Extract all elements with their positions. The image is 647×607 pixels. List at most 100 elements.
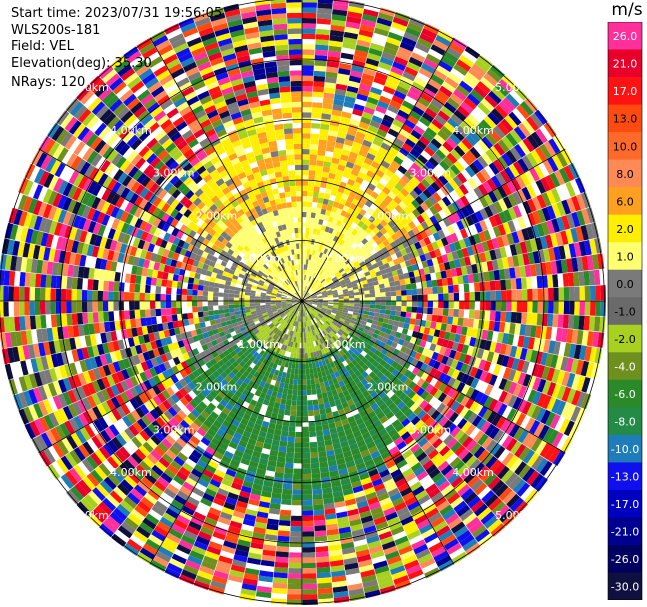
- gate-cell: [316, 306, 322, 310]
- gate-cell: [146, 268, 154, 278]
- gate-cell: [69, 227, 78, 240]
- gate-cell: [288, 346, 293, 353]
- gate-cell: [271, 204, 278, 212]
- gate-cell: [375, 356, 383, 364]
- gate-cell: [123, 162, 135, 175]
- gate-cell: [505, 311, 512, 323]
- gate-cell: [278, 310, 284, 315]
- gate-cell: [129, 292, 135, 301]
- gate-cell: [258, 137, 268, 145]
- gate-cell: [192, 387, 201, 396]
- gate-cell: [270, 379, 277, 386]
- gate-cell: [214, 282, 220, 288]
- gate-cell: [492, 400, 503, 414]
- gate-cell: [302, 311, 304, 317]
- gate-cell: [288, 319, 293, 325]
- gate-cell: [230, 406, 240, 415]
- gate-cell: [258, 316, 264, 321]
- gate-cell: [274, 261, 280, 268]
- gate-cell: [204, 275, 211, 282]
- gate-cell: [166, 377, 175, 387]
- gate-cell: [553, 301, 559, 314]
- gate-cell: [176, 490, 190, 501]
- gate-cell: [224, 375, 232, 383]
- gate-cell: [263, 325, 270, 331]
- gate-cell: [209, 276, 216, 283]
- gate-cell: [306, 374, 311, 380]
- gate-cell: [202, 332, 209, 339]
- gate-cell: [287, 329, 291, 336]
- gate-cell: [321, 337, 326, 343]
- gate-cell: [302, 547, 316, 553]
- gate-cell: [402, 449, 413, 459]
- gate-cell: [313, 504, 324, 511]
- gate-cell: [239, 490, 251, 499]
- gate-cell: [183, 416, 194, 426]
- gate-cell: [465, 516, 481, 530]
- gate-cell: [283, 473, 293, 479]
- gate-cell: [576, 375, 586, 392]
- gate-cell: [513, 500, 528, 516]
- gate-cell: [131, 468, 145, 481]
- gate-cell: [212, 267, 219, 274]
- gate-cell: [274, 312, 280, 317]
- gate-cell: [277, 308, 283, 312]
- gate-cell: [259, 565, 275, 573]
- gate-cell: [47, 205, 58, 220]
- gate-cell: [469, 337, 477, 347]
- gate-cell: [334, 315, 341, 320]
- gate-cell: [210, 536, 225, 546]
- gate-cell: [249, 368, 257, 376]
- gate-cell: [287, 255, 292, 262]
- gate-cell: [190, 184, 201, 194]
- gate-cell: [169, 479, 183, 490]
- gate-cell: [489, 341, 497, 353]
- gate-cell: [316, 345, 321, 351]
- gate-cell: [156, 114, 170, 126]
- gate-cell: [463, 409, 474, 421]
- gate-cell: [450, 426, 461, 438]
- gate-cell: [272, 278, 278, 283]
- gate-cell: [213, 362, 221, 371]
- gate-cell: [176, 101, 189, 112]
- gate-cell: [563, 301, 570, 315]
- gate-cell: [282, 488, 293, 495]
- gate-cell: [307, 352, 311, 359]
- gate-cell: [306, 316, 309, 322]
- gate-cell: [416, 378, 426, 387]
- gate-cell: [355, 549, 370, 558]
- gate-cell: [247, 338, 254, 344]
- gate-cell: [129, 192, 140, 204]
- gate-cell: [67, 403, 78, 418]
- gate-cell: [545, 411, 556, 427]
- gate-cell: [366, 441, 376, 450]
- gate-cell: [396, 459, 408, 469]
- gate-cell: [335, 314, 342, 318]
- gate-cell: [292, 270, 296, 277]
- gate-cell: [293, 379, 298, 385]
- gate-cell: [284, 467, 294, 474]
- gate-cell: [216, 32, 231, 42]
- gate-cell: [231, 482, 243, 491]
- gate-cell: [25, 359, 34, 375]
- gate-cell: [71, 313, 78, 326]
- gate-cell: [187, 203, 197, 212]
- gate-cell: [98, 463, 112, 477]
- gate-cell: [236, 544, 250, 553]
- gate-cell: [200, 372, 209, 381]
- gate-cell: [290, 520, 302, 527]
- gate-cell: [337, 338, 343, 344]
- gate-cell: [64, 225, 73, 239]
- gate-cell: [480, 301, 486, 311]
- gate-cell: [255, 235, 262, 242]
- gate-cell: [29, 420, 41, 437]
- gate-cell: [273, 226, 280, 233]
- gate-cell: [227, 19, 243, 28]
- gate-cell: [132, 169, 143, 181]
- gate-cell: [410, 443, 421, 454]
- gate-cell: [374, 308, 381, 314]
- gate-cell: [283, 281, 288, 287]
- gate-cell: [309, 431, 317, 438]
- gate-cell: [196, 248, 204, 257]
- gate-cell: [328, 465, 338, 472]
